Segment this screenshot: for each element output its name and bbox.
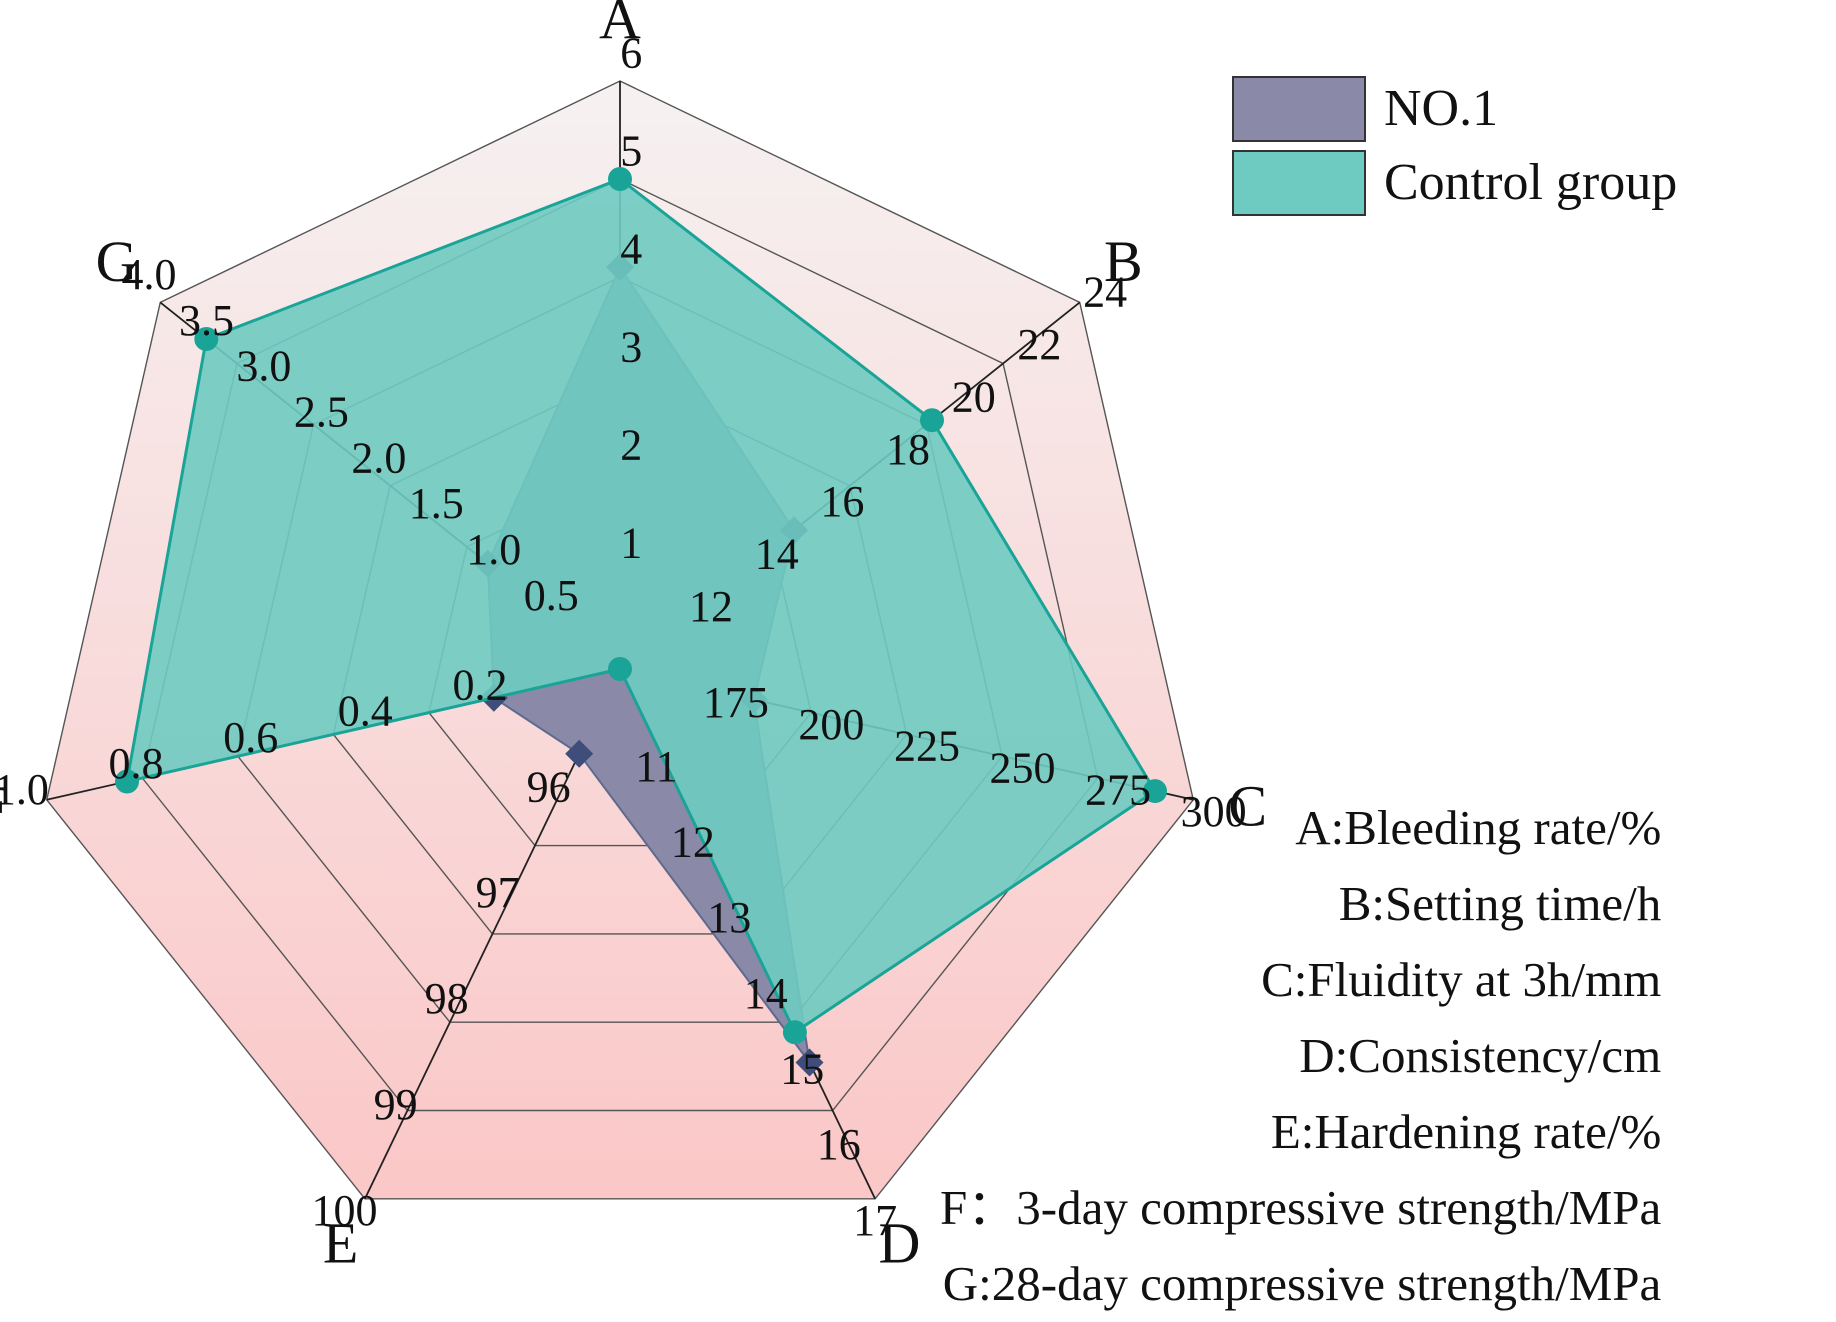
- tick-label-a-1: 2: [620, 421, 642, 470]
- marker-control-b: [920, 408, 944, 433]
- axis-letter-a: A: [599, 0, 641, 51]
- tick-label-a-2: 3: [620, 323, 642, 372]
- tick-label-g-5: 3.0: [236, 342, 291, 391]
- tick-label-b-0: 12: [689, 582, 733, 631]
- tick-label-a-4: 5: [620, 127, 642, 176]
- axis-key: A:Bleeding rate/% B:Setting time/h C:Flu…: [940, 790, 1661, 1322]
- tick-label-d-5: 16: [817, 1120, 861, 1169]
- axis-letter-d: D: [878, 1210, 920, 1275]
- marker-control-a: [608, 167, 632, 191]
- tick-label-c-0: 175: [703, 678, 769, 727]
- tick-label-g-4: 2.5: [294, 387, 349, 436]
- tick-label-b-6: 24: [1083, 268, 1127, 317]
- tick-label-g-2: 1.5: [409, 479, 464, 528]
- marker-control-c: [1143, 779, 1167, 804]
- tick-label-e-0: 96: [527, 762, 571, 811]
- axis-key-a: A:Bleeding rate/%: [1295, 800, 1662, 855]
- radar-axis-letters: A B C D E F G: [0, 0, 1267, 1275]
- tick-label-d-3: 14: [744, 969, 788, 1018]
- axis-letter-b: B: [1104, 229, 1143, 294]
- tick-label-b-3: 18: [886, 425, 930, 474]
- axis-letter-e: E: [323, 1210, 358, 1275]
- tick-label-g-3: 2.0: [351, 433, 406, 482]
- tick-label-f-1: 0.4: [338, 687, 393, 736]
- legend-item-no1: NO.1: [1232, 72, 1677, 146]
- tick-label-b-4: 20: [952, 372, 996, 421]
- marker-no1-d: [795, 1048, 824, 1077]
- tick-label-g-1: 1.0: [466, 525, 521, 574]
- legend-swatch-control: [1232, 150, 1366, 216]
- axis-key-f: F：3-day compressive strength/MPa: [940, 1180, 1662, 1235]
- tick-label-d-4: 15: [780, 1044, 824, 1093]
- tick-label-d-0: 11: [635, 742, 677, 791]
- tick-label-c-5: 300: [1181, 787, 1247, 836]
- marker-control-f: [115, 769, 139, 794]
- tick-label-f-2: 0.6: [223, 713, 278, 762]
- marker-control-e: [608, 657, 632, 681]
- legend: NO.1 Control group: [1232, 72, 1677, 220]
- marker-control-g: [194, 327, 219, 351]
- tick-label-b-5: 22: [1017, 320, 1061, 369]
- marker-no1-e: [565, 739, 594, 768]
- tick-label-e-3: 99: [374, 1080, 418, 1129]
- radar-series: [115, 167, 1167, 1077]
- tick-label-e-1: 97: [476, 868, 520, 917]
- tick-label-g-0: 0.5: [524, 571, 579, 620]
- tick-label-c-2: 225: [894, 722, 960, 771]
- tick-label-e-2: 98: [425, 974, 469, 1023]
- tick-label-c-3: 250: [990, 743, 1056, 792]
- tick-label-g-6: 3.5: [179, 296, 234, 345]
- tick-label-f-0: 0.2: [453, 660, 508, 709]
- tick-label-c-1: 200: [798, 700, 864, 749]
- axis-letter-f: F: [0, 774, 8, 839]
- axis-key-d: D:Consistency/cm: [1299, 1028, 1662, 1083]
- tick-label-a-0: 1: [620, 519, 642, 568]
- tick-label-d-2: 13: [707, 893, 751, 942]
- axis-letter-g: G: [96, 229, 138, 294]
- tick-label-b-2: 16: [820, 477, 864, 526]
- legend-swatch-no1: [1232, 76, 1366, 142]
- tick-label-d-6: 17: [853, 1196, 897, 1245]
- tick-label-a-5: 6: [620, 29, 642, 78]
- tick-label-f-3: 0.8: [109, 739, 164, 788]
- axis-letter-c: C: [1228, 774, 1267, 839]
- tick-label-g-7: 4.0: [122, 250, 177, 299]
- axis-key-c: C:Fluidity at 3h/mm: [1261, 952, 1662, 1007]
- marker-control-d: [782, 1020, 807, 1045]
- tick-label-d-1: 12: [671, 817, 715, 866]
- tick-label-e-4: 100: [312, 1186, 378, 1235]
- tick-label-b-1: 14: [755, 530, 799, 579]
- axis-key-e: E:Hardening rate/%: [1270, 1104, 1662, 1159]
- series-area-control: [125, 177, 1158, 1035]
- axis-key-g: G:28-day compressive strength/MPa: [942, 1256, 1662, 1311]
- grid-ring-6: [45, 80, 1195, 1200]
- axis-key-b: B:Setting time/h: [1338, 876, 1662, 931]
- tick-label-c-4: 275: [1085, 765, 1151, 814]
- legend-label-control: Control group: [1384, 154, 1678, 211]
- tick-label-f-4: 1.0: [0, 765, 49, 814]
- tick-label-a-3: 4: [620, 225, 642, 274]
- legend-label-no1: NO.1: [1384, 80, 1499, 137]
- legend-item-control: Control group: [1232, 146, 1677, 220]
